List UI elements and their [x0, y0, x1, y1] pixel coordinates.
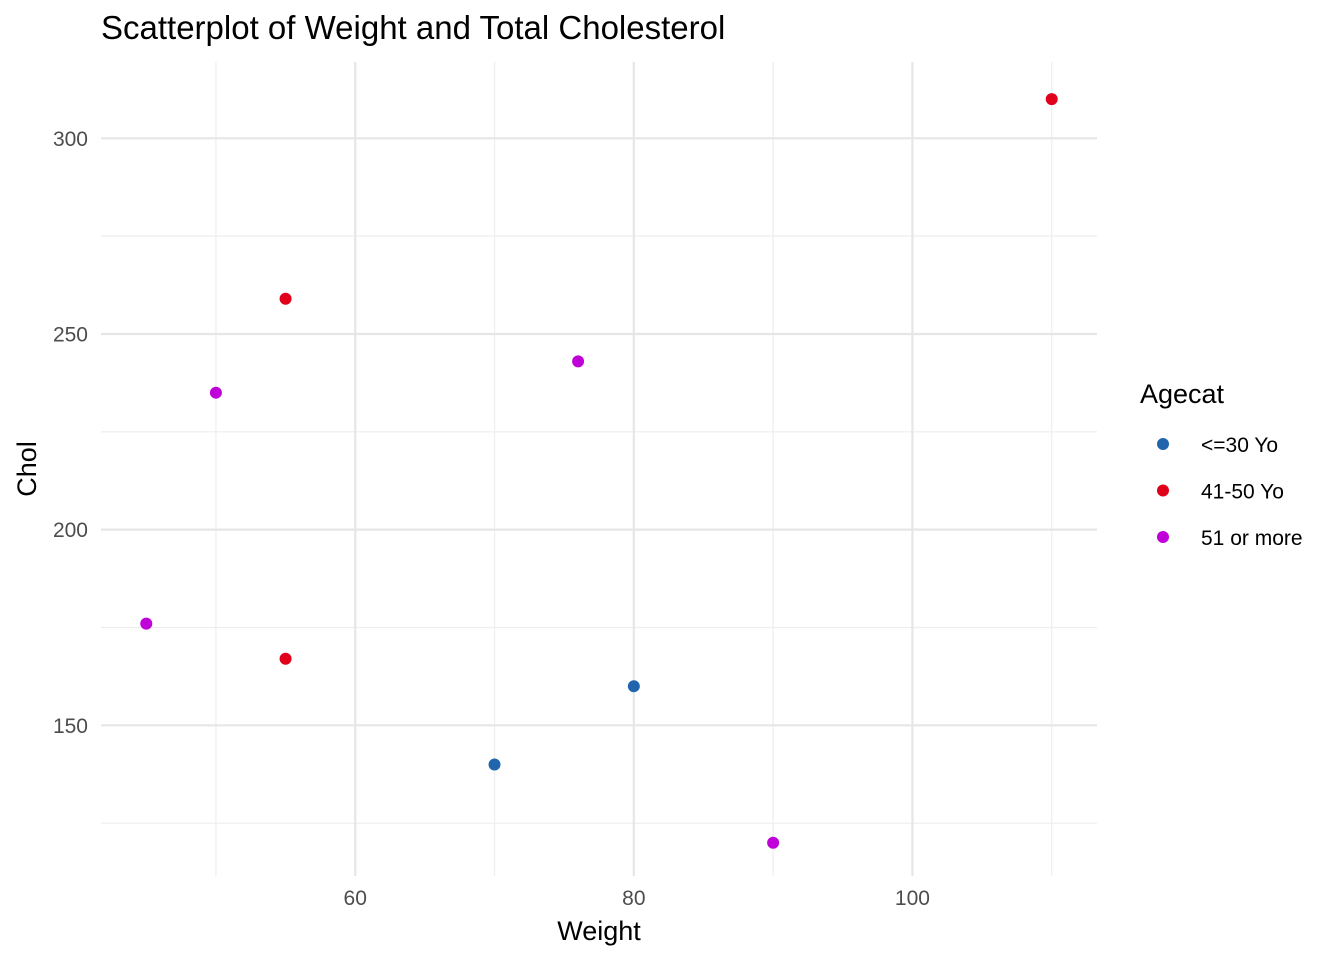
legend-label: <=30 Yo [1201, 434, 1278, 457]
legend-label: 41-50 Yo [1201, 481, 1284, 504]
data-points [140, 93, 1058, 849]
data-point [488, 758, 501, 771]
legend-label: 51 or more [1201, 527, 1303, 550]
legend-key [1157, 531, 1169, 543]
data-point [1045, 93, 1058, 106]
legend: Agecat <=30 Yo 41-50 Yo 51 or more [1140, 379, 1303, 550]
grid-lines [101, 62, 1097, 876]
data-point [279, 292, 292, 305]
y-axis-tick-labels: 150 200 250 300 [53, 128, 88, 738]
data-point [209, 386, 222, 399]
y-tick-label: 250 [53, 323, 88, 346]
data-point [767, 836, 780, 849]
y-tick-label: 300 [53, 128, 88, 151]
x-axis-title: Weight [557, 916, 641, 946]
x-tick-label: 80 [622, 887, 645, 910]
legend-items: <=30 Yo 41-50 Yo 51 or more [1157, 434, 1303, 550]
chart-title: Scatterplot of Weight and Total Choleste… [101, 9, 725, 46]
x-tick-label: 60 [344, 887, 367, 910]
legend-title: Agecat [1140, 379, 1225, 409]
x-axis-tick-labels: 60 80 100 [344, 887, 930, 910]
data-point [572, 355, 585, 368]
y-tick-label: 200 [53, 519, 88, 542]
y-tick-label: 150 [53, 715, 88, 738]
plot-panel [101, 62, 1097, 876]
data-point [279, 652, 292, 665]
legend-key [1157, 484, 1169, 497]
y-axis-title: Chol [12, 441, 42, 497]
data-point [627, 680, 640, 693]
legend-key [1157, 438, 1169, 450]
data-point [140, 617, 153, 630]
x-tick-label: 100 [895, 887, 930, 910]
